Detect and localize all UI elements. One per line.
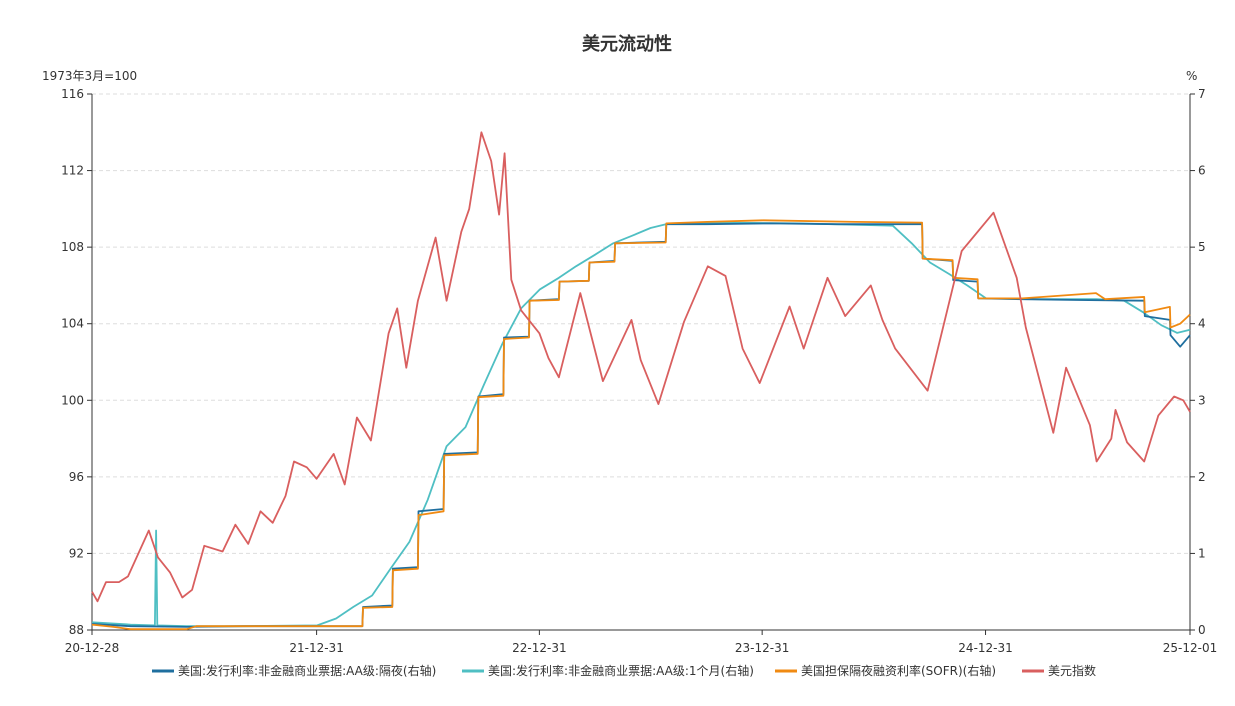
left-tick-label: 100 [61, 393, 84, 407]
x-tick-label: 21-12-31 [289, 641, 343, 655]
legend-label-dxy: 美元指数 [1048, 663, 1096, 678]
right-tick-label: 0 [1198, 623, 1206, 637]
legend-label-cp_overnight: 美国:发行利率:非金融商业票据:AA级:隔夜(右轴) [178, 663, 436, 678]
left-tick-label: 108 [61, 240, 84, 254]
left-tick-label: 112 [61, 164, 84, 178]
x-tick-label: 24-12-31 [958, 641, 1012, 655]
x-tick-label: 23-12-31 [735, 641, 789, 655]
series-line-cp_overnight [91, 222, 1191, 628]
legend: 美国:发行利率:非金融商业票据:AA级:隔夜(右轴) 美国:发行利率:非金融商业票… [152, 663, 1096, 678]
right-tick-label: 6 [1198, 164, 1206, 178]
x-tick-label: 25-12-01 [1163, 641, 1217, 655]
left-tick-label: 104 [61, 317, 84, 331]
legend-label-sofr: 美国担保隔夜融资利率(SOFR)(右轴) [801, 663, 996, 678]
left-tick-label: 88 [69, 623, 84, 637]
right-axis-unit: % [1186, 69, 1197, 83]
right-tick-label: 7 [1198, 87, 1206, 101]
left-axis-unit: 1973年3月=100 [42, 69, 137, 83]
right-tick-label: 1 [1198, 546, 1206, 560]
right-tick-label: 5 [1198, 240, 1206, 254]
right-tick-label: 3 [1198, 393, 1206, 407]
grid-lines [92, 93, 1190, 554]
axes: 88 92 96 100 104 108 112 116 0 1 2 3 4 5 6 7 20-12-28 21-… [61, 87, 1217, 655]
right-tick-label: 4 [1198, 317, 1206, 331]
x-tick-label: 20-12-28 [65, 641, 119, 655]
series-line-dxy [91, 131, 1191, 603]
left-tick-label: 92 [69, 546, 84, 560]
series-line-sofr [91, 219, 1191, 631]
series-lines [91, 131, 1191, 631]
legend-label-cp_1m: 美国:发行利率:非金融商业票据:AA级:1个月(右轴) [488, 663, 754, 678]
left-tick-label: 116 [61, 87, 84, 101]
chart-title: 美元流动性 [582, 33, 672, 55]
x-tick-label: 22-12-31 [512, 641, 566, 655]
left-tick-label: 96 [69, 470, 84, 484]
right-tick-label: 2 [1198, 470, 1206, 484]
series-line-cp_1m [91, 221, 1191, 628]
